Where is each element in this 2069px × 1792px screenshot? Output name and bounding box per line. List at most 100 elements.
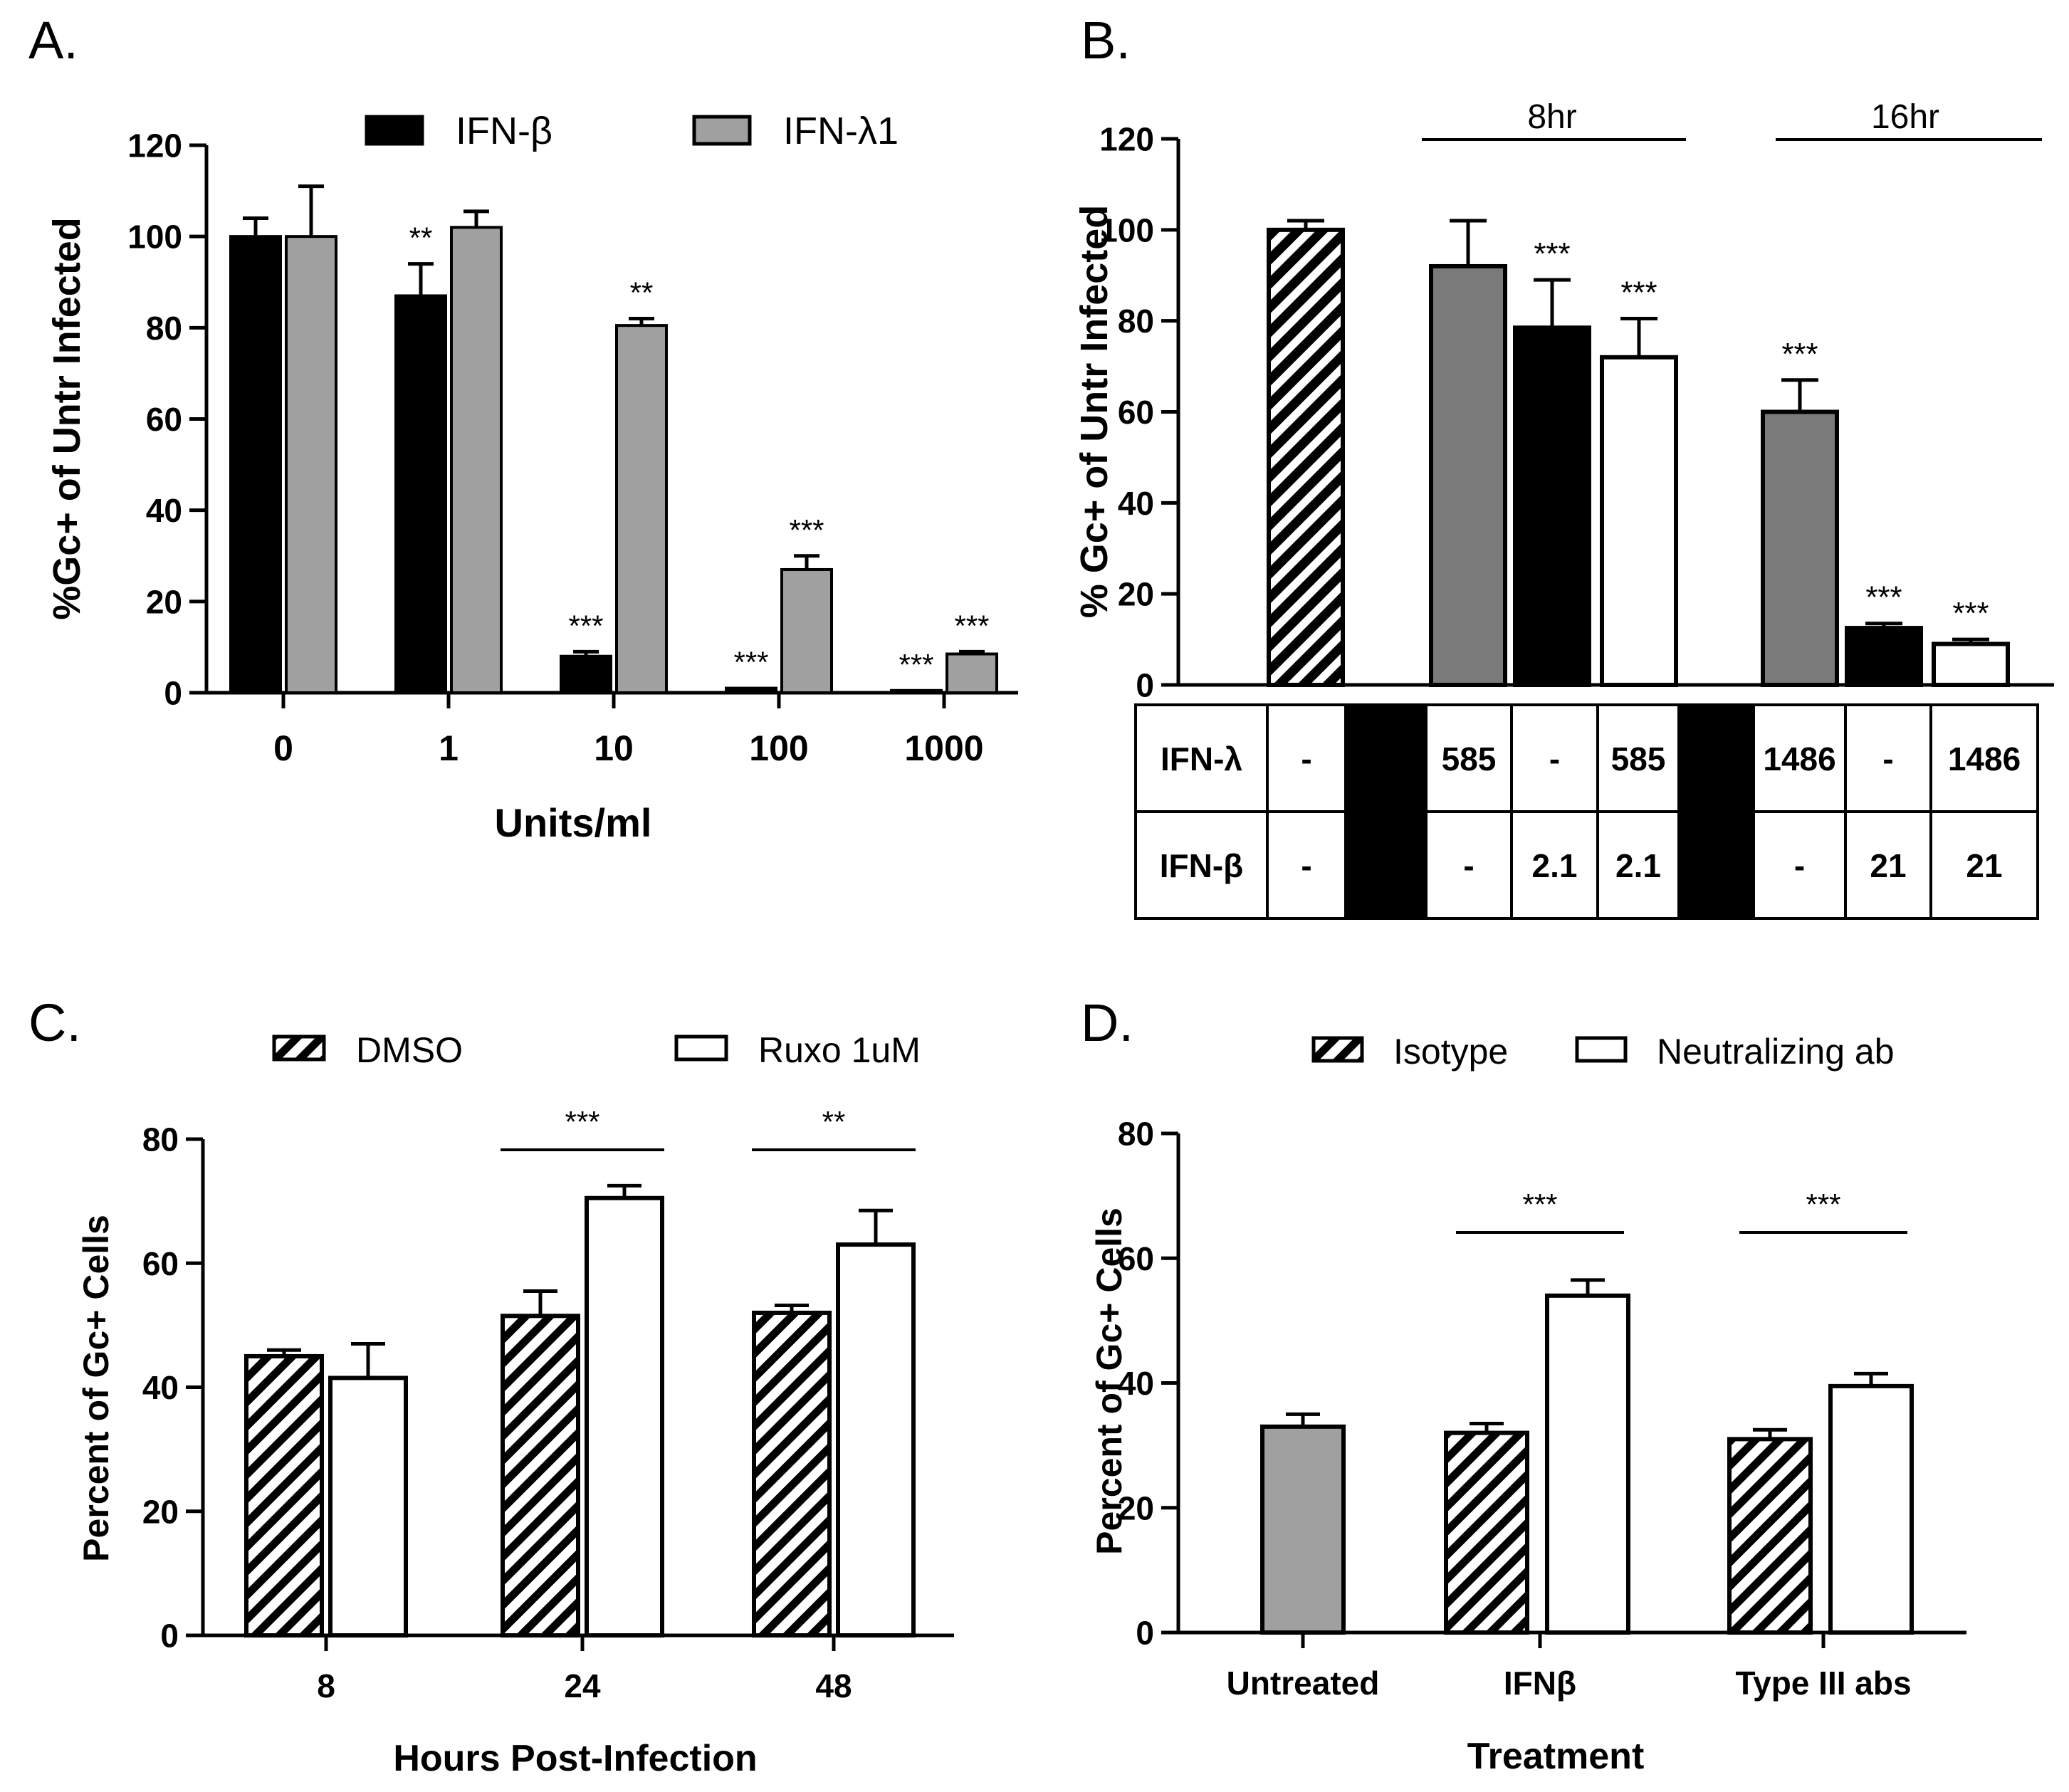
panel-c-bar [328,1376,408,1638]
panel-a-bar [725,686,777,695]
panel-d-y-tick-label: 0 [1136,1615,1154,1652]
panel-b-table-cell: 2.1 [1532,847,1578,884]
panel-d-x-tick-label: IFNβ [1504,1665,1576,1702]
panel-a-significance-label: ** [409,221,433,255]
panel-b-y-tick-label: 120 [1099,121,1154,158]
panel-b-significance-label: *** [1781,337,1818,372]
panel-b-y-tick-label: 0 [1136,667,1154,704]
panel-c-x-label: Hours Post-Infection [393,1738,757,1779]
panel-d-legend-label: Isotype [1393,1032,1508,1071]
panel-b-letter: B. [1081,11,1131,70]
panel-c-significance-label: ** [822,1105,846,1138]
panel-d-bar [1545,1293,1630,1635]
panel-d-bar [1727,1437,1813,1635]
panel-a-significance-label: *** [789,513,824,547]
panel-c-bar [836,1242,916,1638]
panel-a-y-tick-label: 100 [127,219,182,256]
panel-d-significance-label: *** [1806,1188,1840,1221]
panel-c-y-tick-label: 40 [142,1369,179,1406]
panel-b-table-cell: 1486 [1948,740,2021,777]
panel-d-x-tick-label: Type III abs [1735,1665,1911,1702]
panel-a-legend-label: IFN-λ1 [783,110,899,152]
panel-a-bar [560,654,612,695]
panel-d-y-label: Percent of Gc+ Cells [1089,1207,1129,1555]
panel-a-bar [394,294,447,695]
panel-b-bar [1267,227,1345,688]
panel-d-legend-label: Neutralizing ab [1657,1032,1895,1071]
panel-a-bar [285,235,337,694]
panel-a-x-tick-label: 0 [273,728,293,768]
panel-a-significance-label: *** [954,609,989,642]
panel-b-group-label: 16hr [1871,98,1939,136]
panel-c-y-tick-label: 0 [160,1618,179,1655]
panel-a-legend-swatch [692,115,752,146]
panel-d-legend-swatch [1575,1036,1628,1063]
panel-a-x-tick-label: 10 [594,728,634,768]
panel-b-bar [1600,355,1678,687]
panel-b-table-row-label: IFN-λ [1161,740,1242,777]
panel-b-table-cell: - [1463,847,1474,884]
panel-a-bar [946,652,998,695]
panel-b-table-cell: 21 [1870,847,1906,884]
panel-a-significance-label: *** [733,646,768,679]
panel-c-legend-swatch [674,1034,728,1062]
panel-d-y-tick-label: 20 [1118,1489,1154,1526]
panel-c-significance-label: *** [565,1105,599,1138]
panel-b-y-label: % Gc+ of Untr Infected [1073,205,1116,619]
panel-a-bar [780,567,833,694]
panel-b-table-cell: - [1301,740,1311,777]
panel-a-significance-label: *** [568,609,603,642]
panel-b-y-tick-label: 40 [1118,485,1154,522]
panel-d-x-label: Treatment [1467,1736,1645,1777]
panel-a-legend-label: IFN-β [456,110,552,152]
panel-a-letter: A. [28,11,78,70]
panel-d-letter: D. [1081,993,1133,1052]
panel-b-bar [1761,409,1839,687]
panel-a-bar [450,226,503,695]
panel-d-bar [1260,1424,1346,1635]
panel-b-table-cell: 1486 [1763,740,1835,777]
panel-c-bar [501,1314,580,1638]
panel-d-y-tick-label: 60 [1118,1240,1154,1277]
panel-b-bar [1429,263,1507,687]
panel-b-table-cell: - [1882,740,1893,777]
panel-b-table-cell: 585 [1442,740,1497,777]
panel-c-x-tick-label: 24 [564,1667,601,1704]
panel-b-significance-label: *** [1534,236,1570,271]
panel-b-bar [1845,626,1923,688]
panel-c-x-tick-label: 8 [317,1667,335,1704]
panel-b-bar [1513,325,1591,687]
panel-a-bar [615,324,668,695]
panel-a-y-tick-label: 40 [146,492,182,529]
panel-b-chart: 0 20 40 60 80 100 120 *** *** *** *** *** % Gc+ of U… [1073,98,2054,920]
panel-b-table-cell: 21 [1966,847,2002,884]
panel-a-y-tick-label: 0 [164,675,182,712]
panel-d-bar [1444,1430,1529,1635]
panel-a-y-tick-label: 120 [127,127,182,164]
panel-c-bar [752,1310,832,1638]
panel-d-significance-label: *** [1522,1188,1557,1221]
panel-b-table-cell: - [1549,740,1560,777]
panel-b-table-cell: 585 [1611,740,1666,777]
panel-a-significance-label: ** [630,276,654,310]
panel-d-x-tick-label: Untreated [1227,1665,1380,1702]
panel-a-bar [890,688,943,695]
panel-b-table-row-label: IFN-β [1160,847,1244,884]
panel-d-y-tick-label: 80 [1118,1116,1154,1153]
panel-a-y-tick-label: 20 [146,583,182,620]
panel-b-significance-label: *** [1952,596,1989,631]
panel-c-y-tick-label: 80 [142,1121,179,1158]
panel-b-group-label: 8hr [1527,98,1576,136]
panel-c-x-tick-label: 48 [815,1667,852,1704]
panel-a-legend-swatch [365,115,424,146]
panel-a-y-tick-label: 60 [146,401,182,438]
panel-b-y-tick-label: 80 [1118,303,1154,340]
panel-a-x-label: Units/ml [495,800,652,845]
panel-a-x-tick-label: 1 [439,728,459,768]
panel-c-y-label: Percent of Gc+ Cells [76,1215,116,1562]
panel-d-bar [1828,1383,1914,1635]
panel-d-legend-swatch [1311,1036,1364,1063]
